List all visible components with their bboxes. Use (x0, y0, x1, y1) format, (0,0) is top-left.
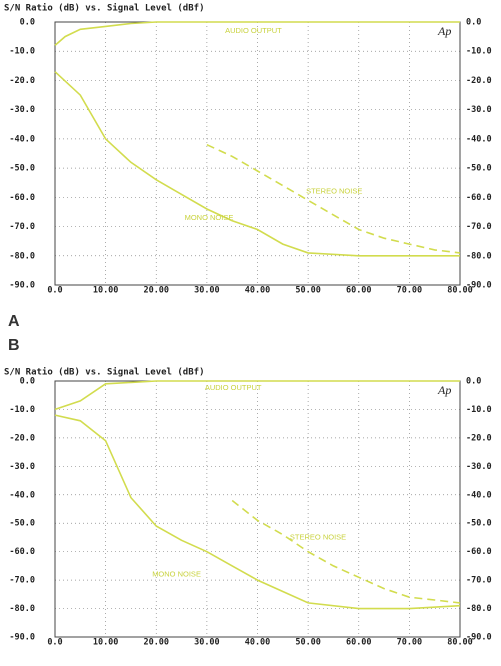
x-tick-label: 30.00 (194, 638, 220, 648)
x-tick-label: 40.00 (245, 638, 271, 648)
series-label: MONO NOISE (152, 569, 201, 578)
x-tick-label: 60.00 (346, 286, 372, 296)
y2-tick-label: -40.0 (466, 490, 492, 500)
y2-tick-label: -40.0 (466, 134, 492, 144)
y-tick-label: -70.0 (9, 576, 35, 586)
series-label: AUDIO OUTPUT (205, 383, 262, 392)
x-tick-label: 0.0 (47, 286, 62, 296)
y2-tick-label: -60.0 (466, 547, 492, 557)
y-tick-label: -80.0 (9, 251, 35, 261)
y2-tick-label: -90.0 (466, 633, 492, 643)
series-line (231, 499, 461, 604)
x-tick-label: 80.00 (447, 286, 473, 296)
series-line (54, 71, 460, 257)
x-tick-label: 30.00 (194, 286, 220, 296)
x-tick-label: 20.00 (143, 638, 169, 648)
y-tick-label: -50.0 (9, 519, 35, 529)
x-tick-label: 70.00 (397, 638, 423, 648)
y-tick-label: -90.0 (9, 281, 35, 291)
y2-tick-label: -10.0 (466, 47, 492, 57)
y-tick-label: -40.0 (9, 490, 35, 500)
y2-tick-label: -90.0 (466, 281, 492, 291)
y2-tick-label: -30.0 (466, 105, 492, 115)
x-tick-label: 70.00 (397, 286, 423, 296)
y-tick-label: -60.0 (9, 547, 35, 557)
panel-label: B (8, 337, 20, 354)
series-line (54, 380, 460, 411)
y-tick-label: -60.0 (9, 193, 35, 203)
y-tick-label: -20.0 (9, 433, 35, 443)
y-tick-label: -10.0 (9, 405, 35, 415)
x-tick-label: 50.00 (295, 638, 321, 648)
y2-tick-label: -50.0 (466, 164, 492, 174)
y2-tick-label: -80.0 (466, 251, 492, 261)
y2-tick-label: 0.0 (466, 18, 481, 28)
y-tick-label: -80.0 (9, 604, 35, 614)
series-label: STEREO NOISE (290, 532, 346, 541)
y-tick-label: 0.0 (20, 18, 35, 28)
logo: Ap (437, 383, 451, 397)
y-tick-label: -30.0 (9, 462, 35, 472)
y-tick-label: -10.0 (9, 47, 35, 57)
y2-tick-label: -10.0 (466, 405, 492, 415)
y2-tick-label: -30.0 (466, 462, 492, 472)
y2-tick-label: -80.0 (466, 604, 492, 614)
y2-tick-label: -20.0 (466, 433, 492, 443)
y2-tick-label: -70.0 (466, 576, 492, 586)
series-line (206, 143, 461, 254)
plot-frame (54, 21, 461, 286)
x-tick-label: 60.00 (346, 638, 372, 648)
y-tick-label: -30.0 (9, 105, 35, 115)
series-line (54, 21, 460, 47)
series-label: MONO NOISE (185, 213, 234, 222)
y2-tick-label: 0.0 (466, 377, 481, 387)
y-tick-label: 0.0 (20, 377, 35, 387)
logo: Ap (437, 24, 451, 38)
x-tick-label: 40.00 (245, 286, 271, 296)
y2-tick-label: -50.0 (466, 519, 492, 529)
series-label: AUDIO OUTPUT (225, 26, 282, 35)
chart-title: S/N Ratio (dB) vs. Signal Level (dBf) (4, 3, 204, 14)
y2-tick-label: -60.0 (466, 193, 492, 203)
chart-title: S/N Ratio (dB) vs. Signal Level (dBf) (4, 367, 204, 378)
x-tick-label: 80.00 (447, 638, 473, 648)
x-tick-label: 20.00 (143, 286, 169, 296)
y2-tick-label: -20.0 (466, 76, 492, 86)
x-tick-label: 0.0 (47, 638, 62, 648)
y-tick-label: -90.0 (9, 633, 35, 643)
panel-label: A (8, 313, 20, 330)
series-label: STEREO NOISE (306, 186, 362, 195)
y-tick-label: -20.0 (9, 76, 35, 86)
x-tick-label: 10.00 (93, 286, 119, 296)
y-tick-label: -50.0 (9, 164, 35, 174)
y-tick-label: -70.0 (9, 222, 35, 232)
y2-tick-label: -70.0 (466, 222, 492, 232)
x-tick-label: 50.00 (295, 286, 321, 296)
y-tick-label: -40.0 (9, 134, 35, 144)
x-tick-label: 10.00 (93, 638, 119, 648)
series-line (54, 414, 461, 610)
